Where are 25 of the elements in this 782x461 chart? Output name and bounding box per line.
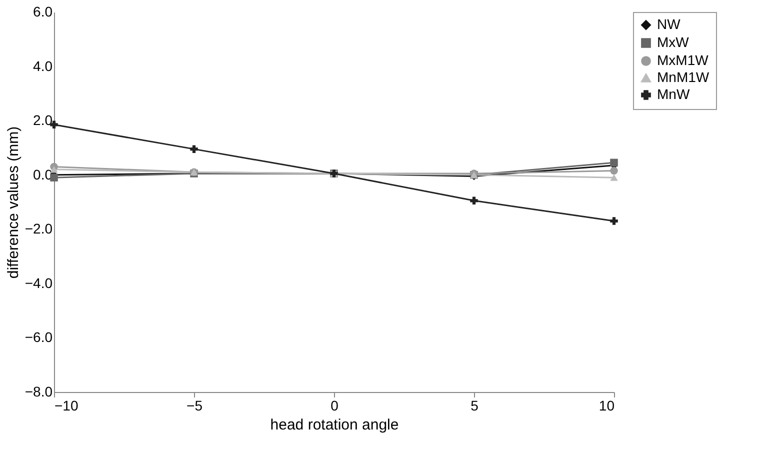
- point: [610, 166, 618, 175]
- point: [610, 158, 618, 167]
- y-tick-label: −6.0: [24, 329, 53, 346]
- legend-label: MxW: [657, 34, 690, 50]
- y-tick-label: −8.0: [24, 384, 53, 400]
- y-axis-title: difference values (mm): [4, 126, 22, 279]
- y-tick-label: 6.0: [33, 4, 53, 20]
- x-axis-title: head rotation angle: [270, 416, 399, 434]
- point: [610, 217, 618, 225]
- y-tick-label: −4.0: [24, 274, 53, 291]
- x-tick-label: −5: [186, 398, 203, 414]
- legend-label: MxM1W: [657, 52, 710, 68]
- legend-label: MnW: [657, 86, 690, 102]
- point: [610, 174, 618, 181]
- point: [470, 196, 478, 205]
- legend-label: NW: [657, 16, 682, 32]
- y-tick-label: −2.0: [24, 220, 53, 237]
- point: [190, 145, 198, 153]
- x-tick-label: 10: [598, 398, 615, 414]
- x-tick-label: −10: [54, 398, 78, 414]
- y-tick-label: 2.0: [33, 112, 53, 128]
- y-tick-label: 4.0: [33, 58, 53, 74]
- legend-label: MnM1W: [657, 69, 710, 85]
- x-tick-label: 5: [470, 398, 479, 414]
- x-tick-label: 0: [330, 398, 339, 414]
